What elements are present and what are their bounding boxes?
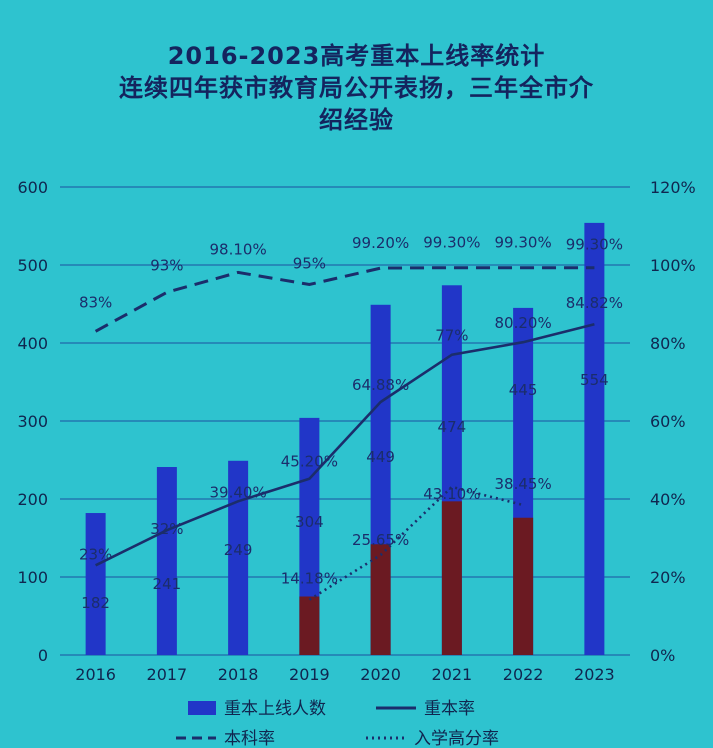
line-value-label: 80.20%: [495, 314, 552, 332]
bar-overlay: [513, 517, 534, 655]
x-axis-tick-label: 2017: [147, 665, 188, 684]
y-axis-tick-label: 600: [17, 178, 48, 197]
legend-swatch-bar: [188, 701, 216, 715]
bar-overlay: [370, 544, 391, 655]
bar-value-label: 304: [295, 513, 324, 531]
line-value-label: 99.30%: [566, 236, 623, 254]
x-axis-tick-label: 2021: [432, 665, 473, 684]
y2-axis-tick-label: 20%: [650, 568, 686, 587]
line-value-label: 39.40%: [210, 483, 267, 501]
y-axis-tick-label: 100: [17, 568, 48, 587]
line-value-label: 95%: [293, 255, 326, 273]
legend-label: 重本上线人数: [224, 699, 326, 719]
bar-overlay: [299, 596, 320, 655]
x-axis-tick-label: 2016: [75, 665, 116, 684]
y-axis-tick-label: 400: [17, 334, 48, 353]
bar-overlay: [441, 501, 462, 655]
bar-value-label: 449: [366, 448, 395, 466]
y-axis-tick-label: 500: [17, 256, 48, 275]
x-axis-tick-label: 2022: [503, 665, 544, 684]
bar: [85, 513, 106, 655]
line-value-label: 64.88%: [352, 376, 409, 394]
legend-label: 入学高分率: [414, 729, 499, 748]
line-series-ruxuegaofenlv: [308, 485, 524, 601]
line-value-label: 98.10%: [210, 240, 267, 258]
line-value-label: 99.20%: [352, 234, 409, 252]
bar-value-label: 445: [509, 381, 538, 399]
y2-axis-tick-label: 120%: [650, 178, 696, 197]
bar: [584, 222, 605, 655]
bar: [156, 467, 177, 655]
line-value-label: 25.65%: [352, 531, 409, 549]
x-axis-tick-label: 2019: [289, 665, 330, 684]
x-axis-tick-label: 2020: [360, 665, 401, 684]
y2-axis-tick-label: 100%: [650, 256, 696, 275]
chart-title-line-2: 连续四年获市教育局公开表扬，三年全市介: [119, 74, 594, 102]
line-value-label: 84.82%: [566, 294, 623, 312]
chart-title-line-3: 绍经验: [319, 106, 394, 134]
bar: [228, 460, 249, 655]
y-axis-tick-label: 0: [38, 646, 48, 665]
line-value-label: 38.45%: [495, 475, 552, 493]
line-value-label: 23%: [79, 545, 112, 563]
y-axis-tick-label: 300: [17, 412, 48, 431]
bar-value-label: 182: [81, 594, 110, 612]
bar-value-label: 241: [153, 575, 182, 593]
line-value-label: 14.18%: [281, 570, 338, 588]
line-value-label: 99.30%: [495, 234, 552, 252]
line-value-label: 45.20%: [281, 453, 338, 471]
y2-axis-tick-label: 60%: [650, 412, 686, 431]
bar-value-label: 474: [438, 418, 467, 436]
bar-value-label: 554: [580, 371, 609, 389]
chart-title-line-1: 2016-2023高考重本上线率统计: [167, 42, 546, 70]
y2-axis-tick-label: 80%: [650, 334, 686, 353]
x-axis-tick-label: 2018: [218, 665, 259, 684]
y2-axis-tick-label: 0%: [650, 646, 675, 665]
line-value-label: 93%: [150, 256, 183, 274]
x-axis-tick-label: 2023: [574, 665, 615, 684]
legend-label: 重本率: [424, 699, 475, 719]
line-value-label: 43.10%: [423, 485, 480, 503]
line-value-label: 77%: [435, 327, 468, 345]
line-value-label: 32%: [150, 520, 183, 538]
y2-axis-tick-label: 40%: [650, 490, 686, 509]
line-series-benkelv: [94, 266, 595, 333]
bar-value-label: 249: [224, 541, 253, 559]
y-axis-tick-label: 200: [17, 490, 48, 509]
line-series-zhongbenlv: [95, 322, 595, 567]
legend-label: 本科率: [224, 729, 275, 748]
line-value-label: 83%: [79, 293, 112, 311]
line-value-label: 99.30%: [423, 234, 480, 252]
